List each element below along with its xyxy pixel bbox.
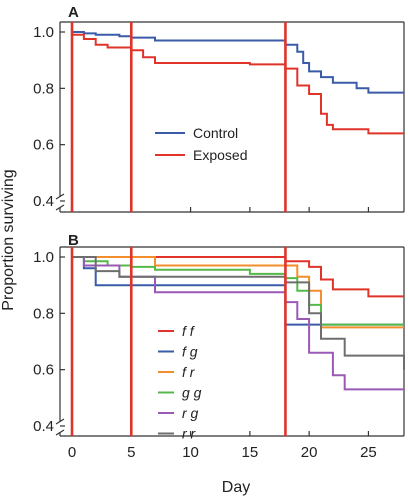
x-tick-label: 10 <box>182 444 199 461</box>
series-line-Exposed <box>72 33 404 135</box>
panel-b-label: B <box>68 232 79 249</box>
x-tick-label: 5 <box>127 444 135 461</box>
series-line-rr <box>72 256 405 370</box>
x-tick-label: 15 <box>242 444 259 461</box>
y-tick-label: 0.4 <box>33 418 54 435</box>
y-tick-label: 0.6 <box>33 137 54 154</box>
legend-label: r r <box>182 426 197 442</box>
y-tick-label: 1.0 <box>33 24 54 41</box>
axis-break-mark <box>55 429 65 436</box>
y-tick-label: 0.4 <box>33 193 54 210</box>
panel-b-chart: 0.4 0.6 0.8 1.0 0 5 10 15 20 25 f f f g f r g g r g r r <box>33 246 405 461</box>
axis-break-mark <box>55 204 65 211</box>
series-line-fr <box>72 256 404 329</box>
x-tick-label: 25 <box>360 444 377 461</box>
legend-label: Exposed <box>193 147 247 163</box>
legend-label: f r <box>182 364 196 380</box>
y-tick-label: 0.6 <box>33 362 54 379</box>
axis-break-mark <box>55 418 65 425</box>
series-line-rg <box>72 256 404 391</box>
x-tick-label: 0 <box>68 444 76 461</box>
legend-label: g g <box>182 385 202 401</box>
legend-label: f g <box>182 344 198 360</box>
panel-a-chart: 0.4 0.6 0.8 1.0 Control Exposed <box>33 21 405 213</box>
series-line-Control <box>72 31 404 94</box>
y-axis-title: Proportion surviving <box>0 169 17 310</box>
x-tick-label: 20 <box>301 444 318 461</box>
x-axis-title: Day <box>222 479 250 496</box>
panel-a-label: A <box>68 4 79 21</box>
legend-label: Control <box>193 125 238 141</box>
series-line-fg <box>72 256 404 326</box>
y-tick-label: 1.0 <box>33 249 54 266</box>
legend-label: f f <box>182 323 196 339</box>
series-line-gg <box>72 256 404 326</box>
legend-label: r g <box>182 405 199 421</box>
y-tick-label: 0.8 <box>33 305 54 322</box>
y-tick-label: 0.8 <box>33 80 54 97</box>
axis-break-mark <box>55 193 65 200</box>
